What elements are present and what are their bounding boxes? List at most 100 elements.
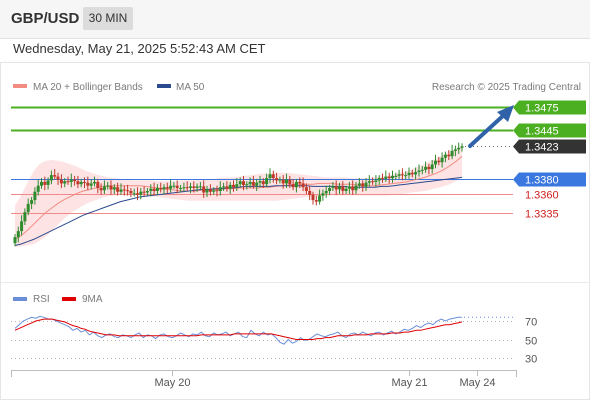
timeframe-button[interactable]: 30 MIN xyxy=(83,7,133,30)
candle xyxy=(79,178,83,188)
candle xyxy=(202,180,206,198)
candle xyxy=(43,176,47,191)
candle xyxy=(165,182,169,194)
candle xyxy=(172,181,176,189)
candle xyxy=(440,152,444,168)
candle xyxy=(420,166,424,175)
candle xyxy=(185,181,189,191)
candle xyxy=(434,154,437,169)
candle xyxy=(351,180,355,195)
candle xyxy=(278,176,282,184)
price-tag-pivot: 1.3380 xyxy=(513,172,586,187)
candle xyxy=(155,184,159,195)
candle xyxy=(338,182,341,194)
price-tag-label: 1.3335 xyxy=(525,209,559,221)
candle xyxy=(251,175,255,189)
candle xyxy=(460,143,464,152)
candle xyxy=(311,191,315,205)
candle xyxy=(33,187,37,205)
candle xyxy=(427,163,431,175)
candle xyxy=(208,184,212,196)
timestamp: Wednesday, May 21, 2025 5:52:43 AM CET xyxy=(13,41,266,56)
candle xyxy=(400,168,404,181)
candle xyxy=(301,177,305,191)
candle xyxy=(437,156,441,166)
candle xyxy=(232,180,235,192)
candle xyxy=(76,175,80,188)
ma50-legend-swatch xyxy=(157,84,171,88)
rsi-tick-label: 30 xyxy=(525,354,537,366)
candle xyxy=(119,183,123,195)
price-tag-label: 1.3360 xyxy=(525,190,559,202)
candle xyxy=(275,172,279,185)
candle xyxy=(198,181,202,190)
candle xyxy=(145,188,149,196)
candle xyxy=(447,150,451,160)
candle xyxy=(56,172,60,185)
candle xyxy=(328,184,332,195)
candle xyxy=(149,184,153,197)
price-tag-label: 1.3380 xyxy=(525,175,559,187)
x-tick-label: May 21 xyxy=(391,377,427,389)
candle xyxy=(304,183,308,194)
candle xyxy=(238,177,242,188)
ma20-line xyxy=(14,155,463,240)
candle xyxy=(285,173,288,188)
candle xyxy=(265,173,269,188)
candle xyxy=(364,178,368,191)
candle xyxy=(86,176,90,191)
candle xyxy=(40,178,43,189)
candle xyxy=(189,182,192,194)
candle xyxy=(182,182,186,192)
candle xyxy=(321,189,325,201)
candle xyxy=(26,198,30,216)
ma50-line xyxy=(14,176,463,246)
candle xyxy=(30,197,34,210)
candle xyxy=(357,178,361,189)
candle xyxy=(324,185,328,198)
candle xyxy=(407,167,411,179)
candle xyxy=(417,164,421,177)
price-tag-resistance: 1.3475 xyxy=(513,100,586,115)
candle xyxy=(66,176,70,185)
candle xyxy=(294,178,298,193)
candle xyxy=(404,171,408,180)
candle xyxy=(288,175,292,188)
rsi-legend-swatch xyxy=(13,297,27,301)
candle xyxy=(410,169,414,178)
candle xyxy=(457,142,461,154)
candle xyxy=(222,182,226,191)
candle xyxy=(414,167,418,180)
price-tag-current: 1.3423 xyxy=(513,139,586,154)
candle xyxy=(16,226,20,243)
candle xyxy=(122,185,126,196)
price-tag-label: 1.3423 xyxy=(525,142,559,154)
candle xyxy=(179,184,183,193)
candle xyxy=(344,185,348,194)
candle xyxy=(63,178,67,188)
candle xyxy=(397,169,401,179)
candle xyxy=(109,180,113,195)
candle xyxy=(331,181,335,191)
candle xyxy=(354,181,358,194)
candle xyxy=(371,177,375,185)
candle xyxy=(367,175,371,187)
candle xyxy=(142,186,146,197)
candle xyxy=(387,172,391,184)
rsi-line xyxy=(14,315,462,345)
x-tick-label: May 20 xyxy=(154,377,190,389)
candle xyxy=(255,178,259,191)
candle xyxy=(112,184,116,194)
candle xyxy=(205,185,209,197)
candle xyxy=(59,174,63,188)
ma9-legend-swatch xyxy=(62,297,76,301)
price-tag-resistance: 1.3445 xyxy=(513,123,586,138)
candle xyxy=(212,187,216,195)
candle xyxy=(126,184,130,196)
candle xyxy=(169,179,173,193)
candle xyxy=(102,180,106,194)
bollinger-band xyxy=(15,145,462,247)
rsi-legend-label: RSI xyxy=(33,294,50,305)
candle xyxy=(271,170,275,183)
candle xyxy=(13,234,17,247)
